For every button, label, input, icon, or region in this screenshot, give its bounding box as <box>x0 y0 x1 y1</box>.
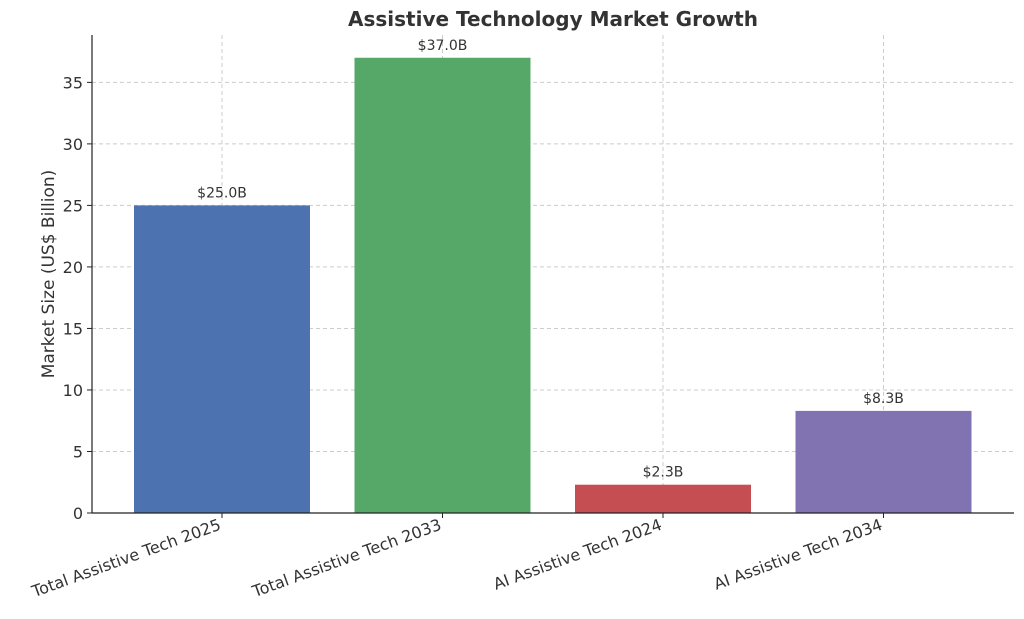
y-tick-label: 10 <box>63 381 83 400</box>
bars <box>134 57 972 514</box>
chart-title: Assistive Technology Market Growth <box>348 7 758 31</box>
bar <box>795 410 972 513</box>
bar <box>134 205 310 514</box>
x-tick-label: Total Assistive Tech 2025 <box>28 515 223 601</box>
bar <box>354 57 531 514</box>
y-tick-label: 20 <box>63 258 83 277</box>
bar-data-label: $2.3B <box>643 465 684 481</box>
y-tick-label: 30 <box>63 135 83 154</box>
y-axis-ticks: 0 5 10 15 20 25 30 35 <box>63 73 92 523</box>
x-axis-ticks: Total Assistive Tech 2025 Total Assistive… <box>28 513 885 601</box>
y-tick-label: 5 <box>73 442 83 461</box>
bar-data-label: $25.0B <box>197 185 247 201</box>
bar-data-label: $37.0B <box>418 38 468 54</box>
bar-data-label: $8.3B <box>863 391 904 407</box>
y-tick-label: 35 <box>63 73 83 92</box>
y-tick-label: 25 <box>63 196 83 215</box>
y-tick-label: 0 <box>73 504 83 523</box>
y-axis-label: Market Size (US$ Billion) <box>39 170 59 379</box>
x-tick-label: Total Assistive Tech 2033 <box>249 515 444 601</box>
x-tick-label: AI Assistive Tech 2034 <box>711 515 885 594</box>
y-tick-label: 15 <box>63 319 83 338</box>
data-labels: $25.0B $37.0B $2.3B $8.3B <box>197 38 904 481</box>
x-tick-label: AI Assistive Tech 2024 <box>491 515 665 594</box>
bar <box>575 484 751 513</box>
